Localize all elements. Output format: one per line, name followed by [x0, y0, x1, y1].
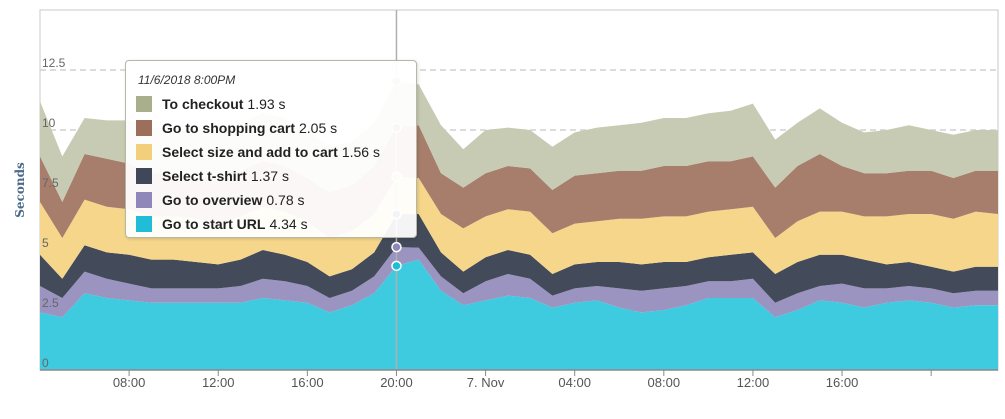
tooltip-time: 11/6/2018 8:00PM	[138, 73, 236, 87]
area-select-t-shirt	[40, 214, 998, 303]
tooltip-row: To checkout 1.93 s	[136, 92, 406, 116]
x-tick-label: 12:00	[737, 375, 770, 390]
tooltip-row: Select t-shirt 1.37 s	[136, 164, 406, 188]
tooltip-series-name: To checkout	[162, 96, 244, 112]
x-tick-label: 20:00	[380, 375, 413, 390]
tooltip: 11/6/2018 8:00PM To checkout 1.93 s Go to …	[125, 60, 417, 238]
tooltip-series-value: 0.78 s	[266, 192, 305, 208]
x-tick-label: 08:00	[113, 375, 146, 390]
hover-marker	[391, 260, 402, 272]
tooltip-series-value: 1.56 s	[341, 144, 380, 160]
tooltip-series-value: 2.05 s	[299, 120, 338, 136]
x-tick-label: 16:00	[826, 375, 859, 390]
area-to-checkout	[40, 81, 998, 202]
tooltip-row: Go to overview 0.78 s	[136, 188, 406, 212]
x-tick-label: 08:00	[648, 375, 681, 390]
legend-swatch	[136, 192, 152, 208]
x-axis: 08:00 12:00 16:00 20:00 7. Nov 04:00 08:00 12:0…	[40, 369, 998, 390]
hover-marker	[391, 241, 402, 253]
legend-swatch	[136, 144, 152, 160]
tooltip-rows: To checkout 1.93 s Go to shopping cart 2.05…	[136, 92, 406, 236]
tooltip-series-value: 4.34 s	[269, 216, 308, 232]
area-go-to-overview	[40, 247, 998, 318]
y-axis-title: Seconds	[13, 162, 27, 218]
x-tick-label: 7. Nov	[467, 375, 505, 390]
tooltip-series-name: Go to shopping cart	[162, 120, 295, 136]
tooltip-series-name: Go to start URL	[162, 216, 266, 232]
area-select-size-and-add-to-cart	[40, 176, 998, 279]
tooltip-row: Go to shopping cart 2.05 s	[136, 116, 406, 140]
x-tick-label: 12:00	[202, 375, 235, 390]
x-tick-label: 04:00	[558, 375, 591, 390]
y-tick-label: 0	[42, 356, 49, 370]
tooltip-row: Go to start URL 4.34 s	[136, 212, 406, 236]
legend-swatch	[136, 168, 152, 184]
x-tick-label: 16:00	[291, 375, 324, 390]
tooltip-series-name: Select t-shirt	[162, 168, 247, 184]
tooltip-series-value: 1.37 s	[250, 168, 289, 184]
y-axis-labels: 0 2.5 5 7.5 10 12.5	[42, 56, 66, 370]
y-tick-label: 2.5	[42, 296, 59, 310]
legend-swatch	[136, 216, 152, 232]
tooltip-series-name: Select size and add to cart	[162, 144, 338, 160]
legend-swatch	[136, 120, 152, 136]
legend-swatch	[136, 96, 152, 112]
y-tick-label: 5	[42, 236, 49, 250]
tooltip-row: Select size and add to cart 1.56 s	[136, 140, 406, 164]
area-go-to-start-url	[40, 259, 998, 370]
tooltip-series-name: Go to overview	[162, 192, 263, 208]
tooltip-series-value: 1.93 s	[247, 96, 286, 112]
y-tick-label: 10	[42, 116, 56, 130]
y-tick-label: 7.5	[42, 176, 59, 190]
y-tick-label: 12.5	[42, 56, 66, 70]
